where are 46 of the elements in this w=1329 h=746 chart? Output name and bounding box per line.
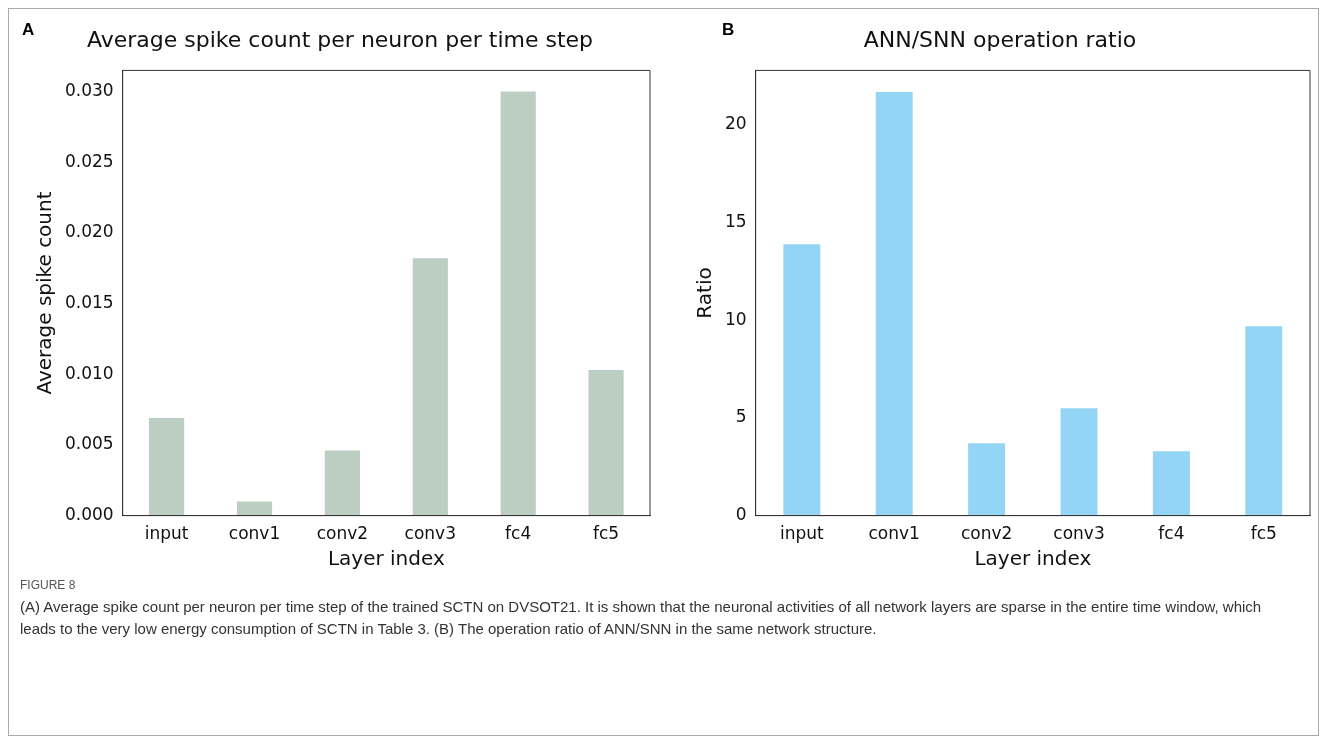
bar: [588, 370, 624, 516]
bar: [875, 91, 913, 516]
x-tick-label: input: [144, 523, 189, 544]
text: (A) Average spike count per neuron per time step of the trained SCTN on DVSOT21. It is shown that the neuronal activities of all network layers are sparse in the entire time window, which leads to the very low energy consumption of SCTN in Table 3. (B) The operation ratio of ANN/SNN in the same network structure.: [20, 597, 1263, 639]
y-axis-title: Ratio: [692, 267, 717, 319]
x-tick-label: fc5: [1250, 523, 1277, 544]
x-tick-label: conv1: [868, 523, 920, 544]
y-axis-title: Average spike count: [32, 191, 57, 395]
y-tick-label: 0.030: [65, 80, 114, 101]
x-tick-label: fc4: [1158, 523, 1185, 544]
y-tick-label: 15: [724, 211, 747, 232]
x-tick-label: conv3: [404, 523, 456, 544]
x-tick-label: input: [779, 523, 825, 544]
y-tick-label: 0.000: [65, 504, 114, 525]
bar: [783, 244, 821, 516]
y-tick-label: 0.005: [65, 433, 114, 454]
bar: [1152, 451, 1190, 516]
x-tick-label: conv3: [1053, 523, 1105, 544]
text: B: [722, 20, 735, 40]
x-tick-label: conv1: [228, 523, 281, 544]
caption: FIGURE 8: [20, 578, 77, 592]
y-tick-label: 0.015: [65, 292, 114, 313]
x-tick-label: conv2: [960, 523, 1013, 544]
bar: [968, 443, 1006, 516]
x-axis-title: Layer index: [327, 546, 445, 571]
x-tick-label: fc5: [592, 523, 620, 544]
x-axis-title: Layer index: [974, 546, 1092, 571]
x-tick-label: fc4: [505, 523, 532, 544]
y-tick-label: 0.025: [65, 150, 114, 171]
chart-title: ANN/SNN operation ratio: [863, 26, 1137, 52]
x-tick-label: conv2: [316, 523, 369, 544]
text: A: [22, 20, 35, 40]
bar: [500, 91, 536, 516]
bar: [149, 418, 185, 516]
y-tick-label: 0: [735, 504, 747, 525]
y-tick-label: 0.020: [65, 221, 114, 242]
y-tick-label: 20: [724, 113, 747, 134]
y-tick-label: 0.010: [65, 362, 114, 383]
y-tick-label: 5: [735, 406, 747, 427]
bar: [412, 258, 448, 516]
bar: [1245, 326, 1283, 516]
chart-title: Average spike count per neuron per time step: [86, 26, 594, 52]
y-tick-label: 10: [724, 308, 747, 329]
bar: [324, 450, 360, 516]
bar: [236, 501, 273, 516]
bar: [1060, 408, 1098, 516]
